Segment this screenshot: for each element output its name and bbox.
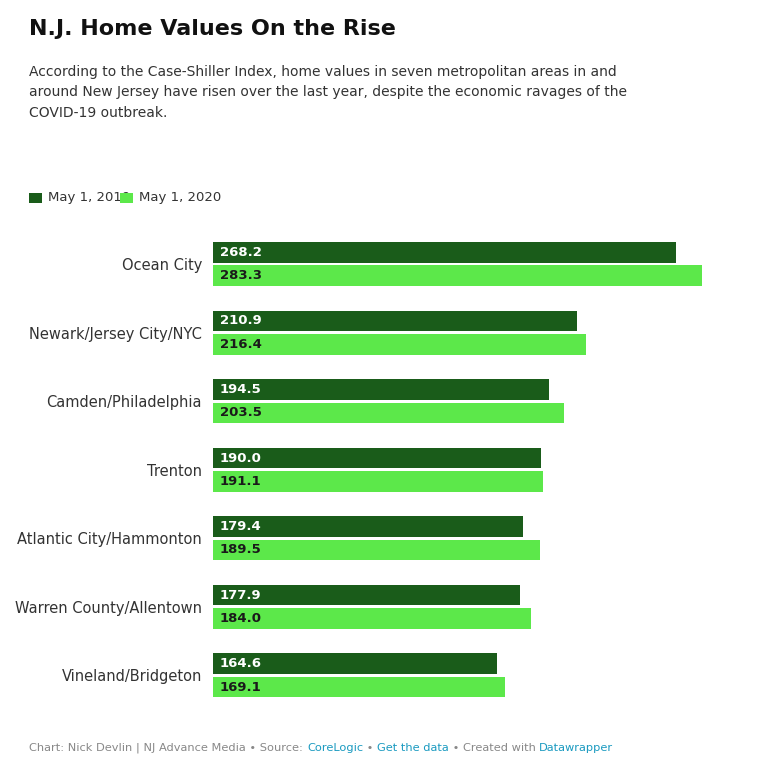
Bar (213, 608, 531, 629)
Bar (213, 266, 702, 286)
Bar (213, 242, 676, 263)
Text: • Created with: • Created with (449, 743, 539, 753)
Text: According to the Case-Shiller Index, home values in seven metropolitan areas in : According to the Case-Shiller Index, hom… (29, 65, 628, 119)
Bar (213, 540, 540, 561)
Text: May 1, 2019: May 1, 2019 (48, 192, 130, 204)
Text: May 1, 2020: May 1, 2020 (139, 192, 221, 204)
Text: •: • (363, 743, 377, 753)
Text: 169.1: 169.1 (220, 681, 262, 694)
Bar (213, 403, 564, 423)
Text: 179.4: 179.4 (220, 520, 262, 533)
Bar (213, 677, 505, 698)
Text: 184.0: 184.0 (220, 612, 262, 625)
Text: Chart: Nick Devlin | NJ Advance Media • Source:: Chart: Nick Devlin | NJ Advance Media • … (29, 742, 307, 753)
Bar (213, 379, 549, 400)
Text: Get the data: Get the data (377, 743, 449, 753)
Text: 189.5: 189.5 (220, 544, 262, 557)
Bar (213, 448, 541, 468)
Bar (213, 310, 577, 331)
Text: 283.3: 283.3 (220, 270, 262, 282)
Text: 164.6: 164.6 (220, 658, 262, 670)
Bar (213, 517, 522, 537)
Text: 268.2: 268.2 (220, 246, 262, 259)
Bar (213, 334, 587, 354)
Text: 210.9: 210.9 (220, 314, 262, 327)
Text: N.J. Home Values On the Rise: N.J. Home Values On the Rise (29, 19, 396, 39)
Text: 203.5: 203.5 (220, 407, 262, 420)
Text: 191.1: 191.1 (220, 475, 262, 488)
Text: Datawrapper: Datawrapper (539, 743, 614, 753)
Bar (213, 654, 497, 674)
Bar (213, 471, 542, 491)
Text: CoreLogic: CoreLogic (307, 743, 363, 753)
Text: 190.0: 190.0 (220, 451, 262, 464)
Text: 177.9: 177.9 (220, 589, 262, 601)
Text: 216.4: 216.4 (220, 338, 262, 350)
Text: 194.5: 194.5 (220, 383, 262, 396)
Bar (213, 585, 520, 605)
